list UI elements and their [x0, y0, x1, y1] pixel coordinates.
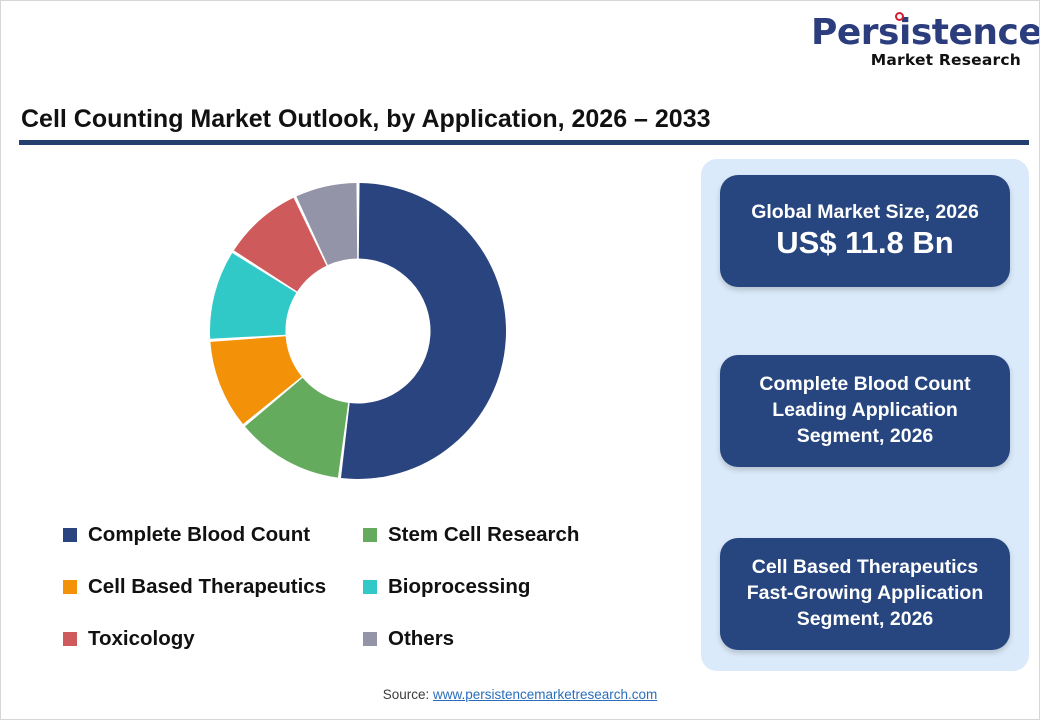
- source-note: Source: www.persistencemarketresearch.co…: [1, 687, 1039, 702]
- legend-label: Bioprocessing: [388, 575, 531, 598]
- highlights-panel: Global Market Size, 2026 US$ 11.8 Bn Com…: [701, 159, 1029, 671]
- stat-card-line-2: Fast-Growing Application: [746, 582, 984, 605]
- stat-card-fast-growing-segment: Cell Based Therapeutics Fast-Growing App…: [720, 538, 1010, 650]
- chart-area: Complete Blood Count Stem Cell Research Ce…: [1, 151, 691, 671]
- legend-swatch-icon: [363, 580, 377, 594]
- legend-item: Complete Blood Count: [63, 523, 363, 547]
- stat-card-global-market-size: Global Market Size, 2026 US$ 11.8 Bn: [720, 175, 1010, 287]
- legend-item: Cell Based Therapeutics: [63, 575, 363, 599]
- donut-slice: [233, 197, 327, 292]
- stat-card-line-3: Segment, 2026: [796, 607, 934, 630]
- page-title: Cell Counting Market Outlook, by Applica…: [21, 105, 711, 133]
- logo-dot-icon: [895, 12, 904, 21]
- company-logo: Persistence Market Research: [811, 12, 1039, 69]
- stat-card-value: US$ 11.8 Bn: [776, 224, 954, 260]
- legend-item: Stem Cell Research: [363, 523, 663, 547]
- title-underline-rule: [19, 140, 1029, 145]
- donut-slice: [340, 183, 506, 479]
- legend-swatch-icon: [363, 528, 377, 542]
- legend-label: Toxicology: [88, 627, 195, 650]
- logo-tagline: Market Research: [870, 51, 1021, 69]
- stat-card-label: Global Market Size, 2026: [751, 200, 979, 223]
- legend-swatch-icon: [363, 632, 377, 646]
- legend-label: Others: [388, 627, 455, 650]
- stat-card-leading-segment: Complete Blood Count Leading Application…: [720, 355, 1010, 467]
- donut-slice: [210, 253, 297, 339]
- donut-slice: [244, 377, 349, 478]
- legend-swatch-icon: [63, 632, 77, 646]
- legend-label: Complete Blood Count: [88, 523, 311, 546]
- legend-label: Cell Based Therapeutics: [88, 575, 327, 598]
- legend-swatch-icon: [63, 580, 77, 594]
- source-link[interactable]: www.persistencemarketresearch.com: [432, 687, 658, 702]
- logo-wordmark-text: Persistence: [811, 12, 1040, 53]
- stat-card-line-2: Leading Application: [772, 399, 958, 422]
- legend-item: Others: [363, 627, 663, 651]
- logo-wordmark: Persistence: [811, 12, 1040, 53]
- chart-legend: Complete Blood Count Stem Cell Research Ce…: [63, 509, 663, 665]
- donut-chart-svg: [210, 183, 506, 479]
- legend-item: Bioprocessing: [363, 575, 663, 599]
- legend-label: Stem Cell Research: [388, 523, 580, 546]
- stat-card-line-3: Segment, 2026: [796, 424, 934, 447]
- legend-item: Toxicology: [63, 627, 363, 651]
- stat-card-line-1: Cell Based Therapeutics: [751, 556, 979, 579]
- stat-card-line-1: Complete Blood Count: [759, 373, 971, 396]
- source-prefix: Source:: [382, 687, 433, 702]
- legend-swatch-icon: [63, 528, 77, 542]
- donut-slice: [296, 183, 358, 266]
- donut-chart: [210, 183, 506, 479]
- donut-slice: [210, 336, 302, 425]
